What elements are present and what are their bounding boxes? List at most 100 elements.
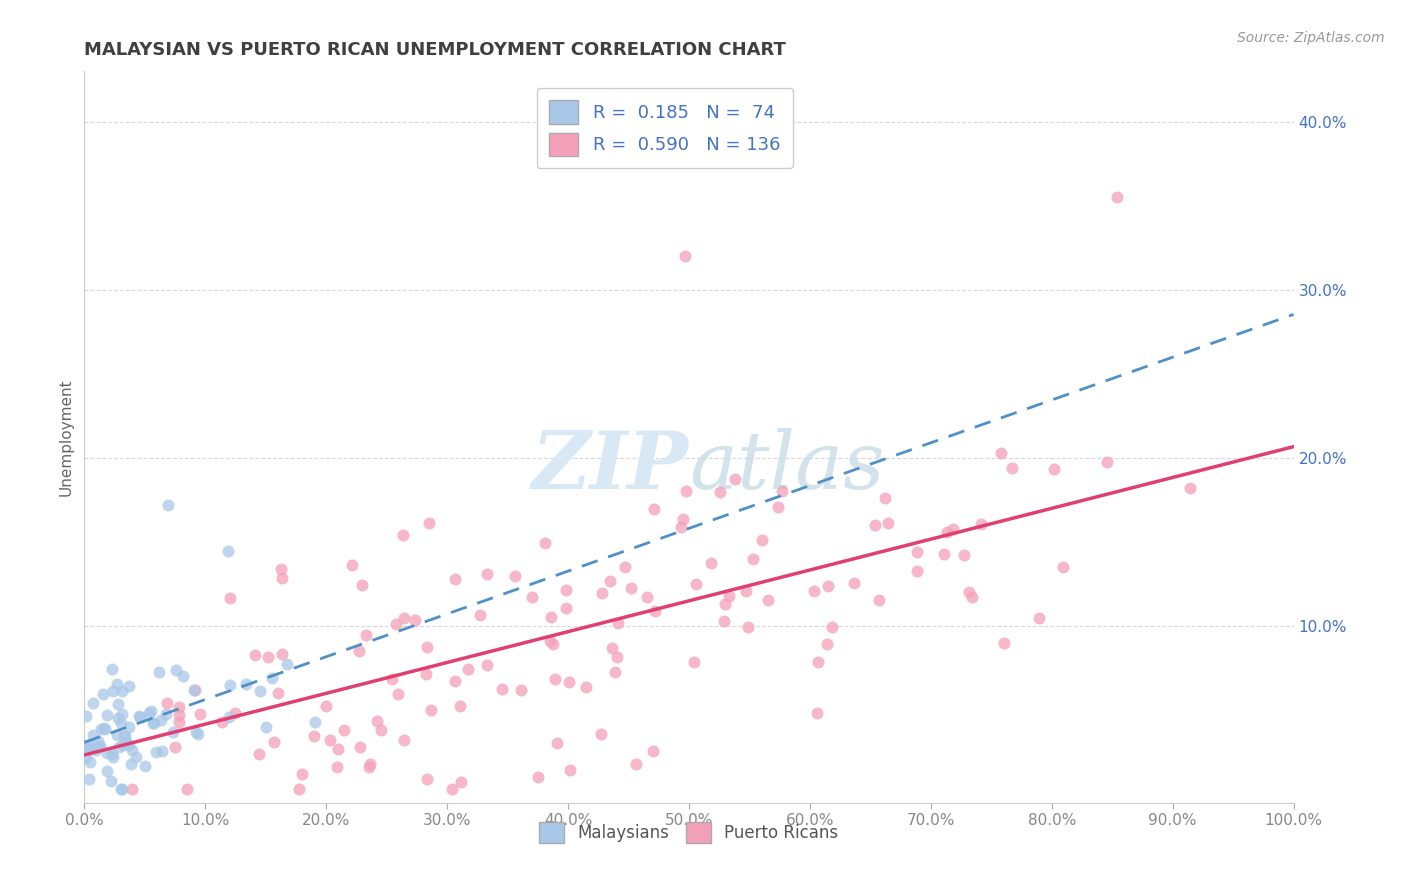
Point: [82, 696, 104, 710]
Point: [751, 533, 773, 547]
Point: [134, 759, 156, 773]
Point: [714, 597, 737, 611]
Point: [443, 673, 465, 688]
Point: [1097, 455, 1119, 469]
Text: ZIP: ZIP: [531, 427, 689, 505]
Point: [815, 637, 838, 651]
Point: [217, 543, 239, 558]
Point: [263, 735, 285, 749]
Point: [717, 589, 740, 603]
Point: [86, 742, 108, 756]
Point: [276, 657, 298, 671]
Point: [520, 590, 543, 604]
Point: [243, 648, 266, 662]
Point: [541, 637, 564, 651]
Point: [544, 672, 567, 686]
Point: [957, 584, 980, 599]
Point: [111, 706, 134, 721]
Point: [821, 620, 844, 634]
Point: [167, 700, 190, 714]
Point: [155, 707, 177, 722]
Point: [905, 564, 928, 578]
Point: [302, 729, 325, 743]
Point: [724, 472, 747, 486]
Point: [163, 740, 186, 755]
Point: [145, 745, 167, 759]
Point: [167, 707, 190, 722]
Point: [315, 698, 337, 713]
Point: [89, 739, 111, 753]
Point: [606, 616, 628, 631]
Point: [167, 714, 190, 729]
Point: [94, 722, 117, 736]
Point: [108, 739, 131, 754]
Point: [107, 697, 129, 711]
Point: [141, 704, 163, 718]
Point: [118, 720, 141, 734]
Point: [932, 547, 955, 561]
Point: [342, 558, 364, 573]
Point: [354, 628, 377, 642]
Point: [575, 680, 598, 694]
Point: [381, 672, 404, 686]
Point: [91, 687, 114, 701]
Point: [112, 729, 135, 743]
Point: [737, 620, 759, 634]
Point: [270, 562, 292, 576]
Point: [262, 671, 284, 685]
Point: [150, 713, 173, 727]
Point: [105, 677, 128, 691]
Point: [392, 732, 415, 747]
Point: [304, 715, 326, 730]
Point: [187, 727, 209, 741]
Point: [326, 760, 349, 774]
Point: [441, 782, 464, 797]
Point: [477, 657, 499, 672]
Point: [82, 729, 104, 743]
Point: [555, 582, 578, 597]
Legend: Malaysians, Puerto Ricans: Malaysians, Puerto Ricans: [533, 815, 845, 849]
Point: [359, 757, 381, 772]
Point: [349, 740, 371, 755]
Point: [142, 715, 165, 730]
Point: [713, 614, 735, 628]
Point: [766, 500, 789, 515]
Point: [606, 650, 628, 665]
Point: [620, 581, 643, 595]
Point: [155, 696, 177, 710]
Point: [87, 739, 110, 753]
Point: [96, 746, 118, 760]
Point: [1052, 560, 1074, 574]
Point: [110, 684, 132, 698]
Point: [235, 676, 257, 690]
Point: [121, 743, 143, 757]
Point: [93, 721, 115, 735]
Point: [120, 757, 142, 772]
Point: [257, 650, 280, 665]
Point: [76, 739, 98, 753]
Point: [184, 724, 207, 739]
Point: [121, 782, 143, 797]
Point: [450, 774, 472, 789]
Point: [172, 669, 194, 683]
Point: [150, 744, 173, 758]
Point: [1028, 611, 1050, 625]
Point: [77, 739, 100, 753]
Point: [326, 742, 349, 756]
Point: [110, 716, 132, 731]
Point: [589, 727, 612, 741]
Point: [605, 665, 627, 680]
Point: [101, 747, 124, 761]
Text: Source: ZipAtlas.com: Source: ZipAtlas.com: [1237, 31, 1385, 45]
Point: [87, 734, 110, 748]
Point: [842, 576, 865, 591]
Point: [218, 678, 240, 692]
Point: [558, 763, 581, 777]
Point: [219, 591, 242, 605]
Point: [101, 750, 124, 764]
Point: [602, 640, 624, 655]
Point: [387, 687, 409, 701]
Point: [111, 782, 134, 797]
Point: [734, 583, 756, 598]
Point: [218, 710, 240, 724]
